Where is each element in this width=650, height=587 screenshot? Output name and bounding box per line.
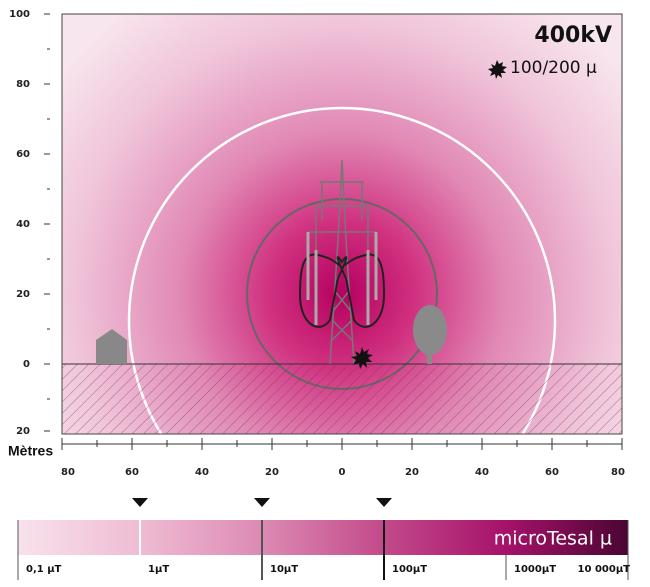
title: 400kV <box>534 23 612 48</box>
y-tick-label: 0 <box>23 359 30 370</box>
y-axis: 100 80 60 40 20 0 20 <box>9 9 50 437</box>
limit-circle <box>127 106 557 434</box>
scale-title: microTesal µ <box>494 528 612 550</box>
x-title: Mètres <box>8 443 53 459</box>
x-tick-label: 20 <box>405 467 419 478</box>
insulators <box>306 232 378 325</box>
y-tick-label: 40 <box>16 219 30 230</box>
y-tick-label: 20 <box>16 289 30 300</box>
ground <box>62 364 622 434</box>
scale-label: 0,1 µT <box>26 564 62 575</box>
x-tick-label: 80 <box>61 467 75 478</box>
scale-labels: 0,1 µT 1µT 10µT 100µT 1000µT 10 000µT <box>26 564 630 575</box>
scale-label: 1µT <box>148 564 169 575</box>
pylon <box>307 159 377 365</box>
x-tick-label: 0 <box>339 467 346 478</box>
y-tick-label: 20 <box>16 426 30 437</box>
house <box>96 329 127 364</box>
measure-star <box>351 347 373 369</box>
plot <box>62 14 622 434</box>
color-scale: microTesal µ <box>17 498 629 580</box>
conductor-outline <box>298 253 386 328</box>
y-tick-label: 100 <box>9 9 30 20</box>
scale-label: 10µT <box>270 564 298 575</box>
scale-label: 10 000µT <box>578 564 631 575</box>
tree-trunk <box>427 340 432 364</box>
scale-bar <box>18 520 628 555</box>
x-tick-label: 60 <box>125 467 139 478</box>
x-tick-label: 40 <box>195 467 209 478</box>
y-tick-label: 60 <box>16 149 30 160</box>
x-tick-label: 20 <box>265 467 279 478</box>
x-tick-label: 60 <box>545 467 559 478</box>
scale-label: 100µT <box>392 564 427 575</box>
plot-frame <box>61 13 623 435</box>
x-axis: 80 60 40 20 0 20 40 60 80 <box>61 438 625 478</box>
threshold-markers <box>132 498 392 507</box>
y-tick-label: 80 <box>16 79 30 90</box>
legend-text: 100/200 µ <box>510 58 597 78</box>
scale-label: 1000µT <box>514 564 556 575</box>
legend-star <box>488 60 507 79</box>
x-tick-label: 80 <box>611 467 625 478</box>
x-tick-label: 40 <box>475 467 489 478</box>
tree <box>413 305 447 355</box>
